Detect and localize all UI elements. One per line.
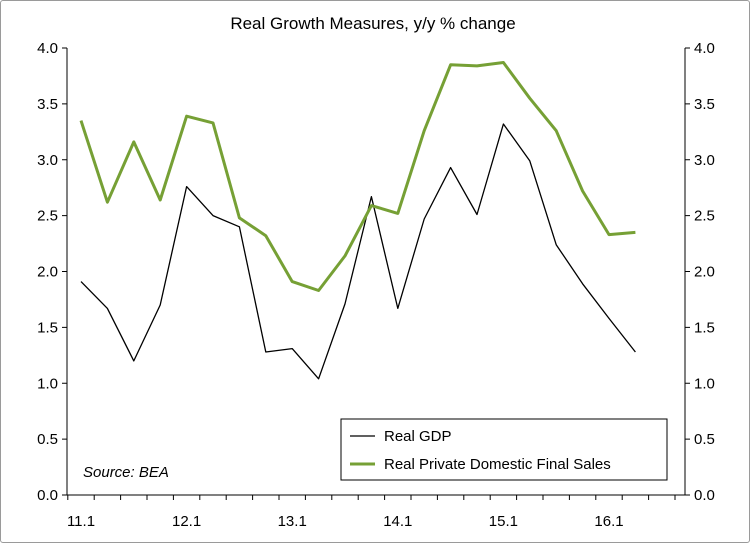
legend: Real GDP Real Private Domestic Final Sal… xyxy=(340,418,668,481)
y-tick-label-right: 2.0 xyxy=(694,264,715,281)
y-tick-label-right: 0.0 xyxy=(694,487,715,504)
x-tick-label: 11.1 xyxy=(67,513,95,530)
series-line-real-private-domestic-final-sales xyxy=(79,61,636,292)
source-annotation: Source: BEA xyxy=(83,464,169,481)
y-tick-label-right: 1.0 xyxy=(694,375,715,392)
y-tick-label-left: 3.5 xyxy=(37,96,58,113)
x-tick-label: 12.1 xyxy=(172,513,201,530)
legend-label-real-private-domestic-final-sales: Real Private Domestic Final Sales xyxy=(384,456,611,473)
chart-title: Real Growth Measures, y/y % change xyxy=(230,14,515,33)
y-tick-label-left: 3.0 xyxy=(37,152,58,169)
x-tick-label: 13.1 xyxy=(278,513,307,530)
y-tick-label-right: 0.5 xyxy=(694,431,715,448)
y-tick-label-left: 0.0 xyxy=(37,487,58,504)
y-tick-label-left: 1.0 xyxy=(37,375,58,392)
x-tick-label: 14.1 xyxy=(383,513,412,530)
legend-label-real-gdp: Real GDP xyxy=(384,428,452,445)
y-tick-label-right: 1.5 xyxy=(694,319,715,336)
y-tick-label-left: 2.0 xyxy=(37,264,58,281)
y-tick-label-left: 1.5 xyxy=(37,319,58,336)
axes xyxy=(62,47,690,500)
tick-labels: 0.0 0.0 0.5 0.5 1.0 1.0 1.5 1.5 2.0 2.0 2.5 2.5 3.0 3… xyxy=(37,40,715,530)
y-tick-label-left: 4.0 xyxy=(37,40,58,57)
y-tick-label-left: 0.5 xyxy=(37,431,58,448)
y-tick-label-right: 4.0 xyxy=(694,40,715,57)
y-tick-label-right: 3.5 xyxy=(694,96,715,113)
x-tick-label: 15.1 xyxy=(489,513,518,530)
y-tick-label-right: 2.5 xyxy=(694,208,715,225)
series-line-real-gdp xyxy=(80,123,636,380)
series-lines xyxy=(79,61,636,380)
y-tick-label-right: 3.0 xyxy=(694,152,715,169)
legend-box xyxy=(340,418,668,481)
x-tick-label: 16.1 xyxy=(594,513,623,530)
y-tick-label-left: 2.5 xyxy=(37,208,58,225)
